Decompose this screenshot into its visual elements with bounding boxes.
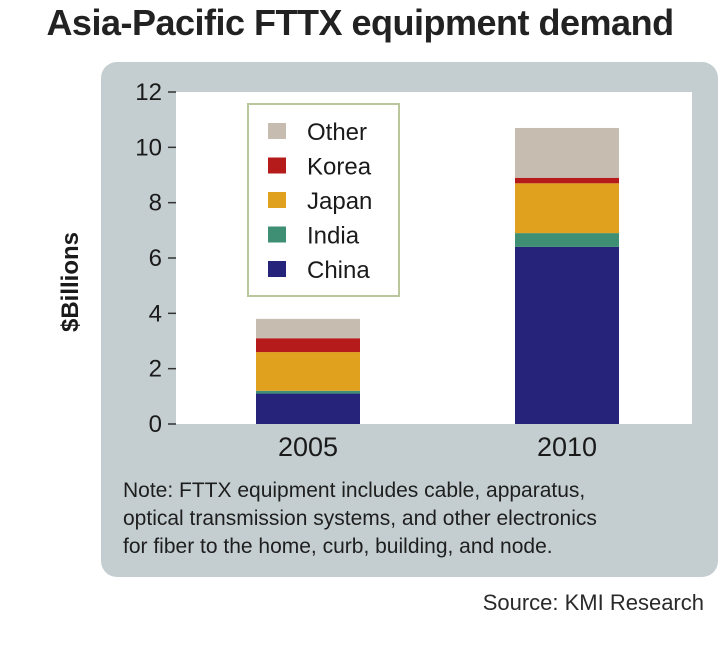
y-tick-label-8: 8	[149, 190, 162, 217]
legend-swatch-japan	[268, 192, 286, 208]
bar-2005-india	[256, 390, 360, 394]
bar-2005-japan	[256, 352, 360, 391]
y-tick-label-6: 6	[149, 245, 162, 272]
chart-note: Note: FTTX equipment includes cable, app…	[123, 477, 713, 561]
legend-swatch-china	[268, 261, 286, 277]
note-line-3: for fiber to the home, curb, building, a…	[123, 535, 553, 558]
bar-2005-other	[256, 318, 360, 339]
x-tick-label-2005: 2005	[278, 432, 338, 462]
source-credit: Source: KMI Research	[482, 590, 704, 615]
y-tick-label-2: 2	[149, 356, 162, 383]
y-axis-label: $Billions	[57, 232, 84, 332]
y-tick-label-0: 0	[149, 411, 162, 438]
legend-label-japan: Japan	[307, 188, 372, 215]
legend-swatch-other	[268, 123, 286, 139]
bar-2005-korea	[256, 338, 360, 353]
bar-2010-china	[515, 246, 619, 424]
y-tick-label-4: 4	[149, 300, 162, 327]
legend: Other Korea Japan India China	[247, 103, 400, 297]
legend-label-other: Other	[307, 119, 367, 146]
note-line-2: optical transmission systems, and other …	[123, 507, 597, 530]
bar-2005-china	[256, 393, 360, 424]
legend-label-korea: Korea	[307, 154, 372, 181]
legend-label-india: India	[307, 223, 360, 250]
note-line-1: Note: FTTX equipment includes cable, app…	[123, 479, 586, 502]
legend-swatch-india	[268, 226, 286, 243]
x-tick-label-2010: 2010	[537, 432, 597, 462]
y-tick-label-12: 12	[135, 79, 162, 106]
bar-2010-other	[515, 127, 619, 178]
bar-2010-korea	[515, 177, 619, 184]
legend-swatch-korea	[268, 157, 286, 174]
chart-title: Asia-Pacific FTTX equipment demand	[46, 2, 674, 43]
bar-2010-india	[515, 233, 619, 247]
y-tick-label-10: 10	[135, 134, 162, 161]
bar-2010-japan	[515, 183, 619, 234]
legend-label-china: China	[307, 257, 370, 284]
